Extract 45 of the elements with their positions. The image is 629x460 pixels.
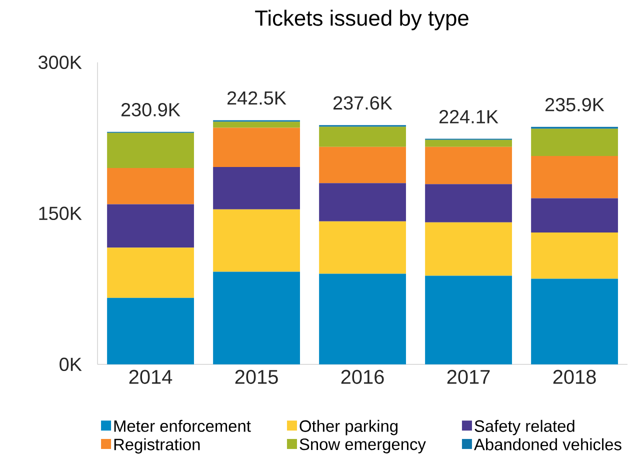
bar [425, 184, 512, 222]
total-label: 224.1K [439, 110, 498, 124]
bar [213, 272, 300, 364]
bar [213, 128, 300, 168]
bar [531, 232, 618, 279]
bar [107, 168, 194, 204]
x-tick-label: 2015 [235, 370, 278, 384]
bar [319, 126, 406, 147]
y-tick-label: 150K [39, 206, 82, 220]
bar [107, 132, 194, 168]
bar [319, 274, 406, 364]
y-tick-label: 300K [38, 56, 82, 70]
chart-title: Tickets issued by type [255, 10, 468, 30]
bar [107, 248, 194, 298]
legend-label: Meter enforcement [114, 420, 251, 432]
bar [425, 222, 512, 276]
total-label: 242.5K [227, 91, 286, 105]
y-tick-label: 0K [60, 358, 82, 372]
legend-label: Abandoned vehicles [474, 438, 622, 450]
legend-label: Registration [114, 438, 200, 454]
total-label: 230.9K [121, 102, 180, 116]
bar [319, 183, 406, 222]
bar [107, 204, 194, 248]
total-label: 235.9K [545, 98, 604, 112]
bar [425, 276, 512, 364]
x-tick-label: 2018 [553, 370, 596, 384]
bar [319, 221, 406, 274]
bar [107, 298, 194, 364]
total-label: 237.6K [333, 96, 392, 110]
x-tick-label: 2017 [447, 370, 490, 384]
x-tick-label: 2016 [341, 370, 384, 384]
bar [213, 122, 300, 128]
bar [531, 128, 618, 156]
legend-label: Safety related [474, 420, 574, 436]
x-tick-label: 2014 [129, 370, 172, 384]
legend-label: Other parking [300, 420, 398, 436]
bar [213, 167, 300, 210]
bar [213, 209, 300, 272]
bar [425, 140, 512, 147]
legend-label: Snow emergency [300, 438, 426, 454]
bar [531, 198, 618, 232]
bar [319, 146, 406, 184]
bar [531, 278, 618, 364]
bar [531, 156, 618, 198]
bar [425, 146, 512, 184]
